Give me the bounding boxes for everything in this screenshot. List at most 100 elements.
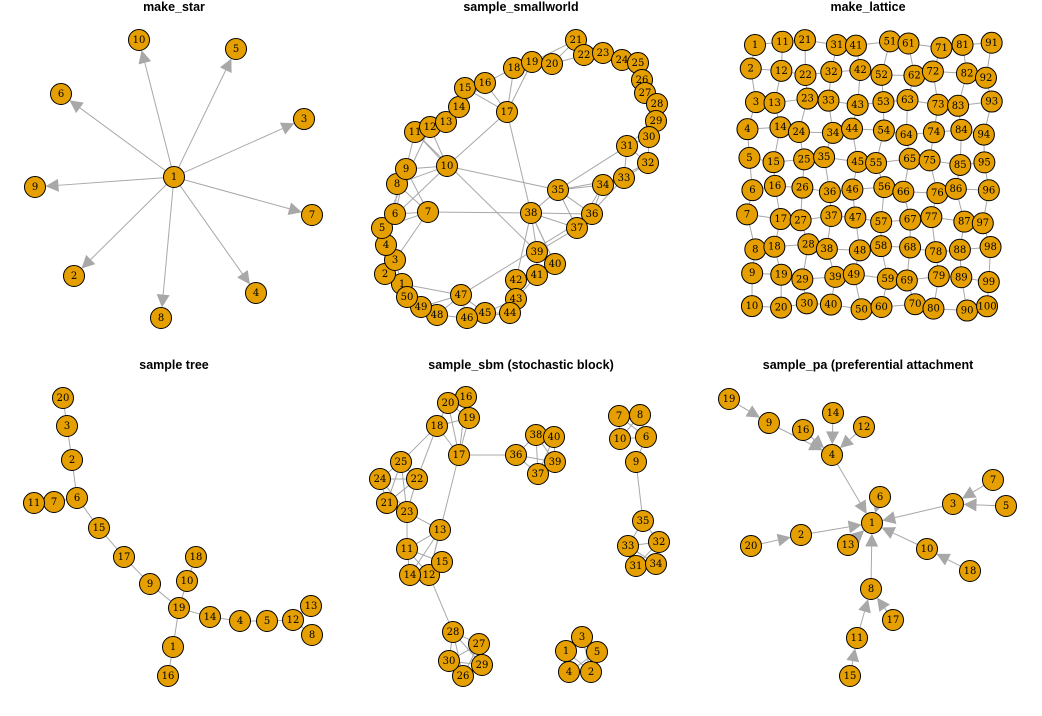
graph-node: 54 [872, 119, 895, 142]
graph-node: 38 [520, 202, 542, 224]
node-circle [113, 546, 135, 568]
node-label: 41 [850, 41, 863, 52]
graph-node: 13 [837, 534, 859, 556]
graph-node: 32 [637, 152, 659, 174]
graph-node: 9 [625, 451, 647, 473]
node-label: 58 [875, 241, 888, 252]
node-circle [896, 88, 919, 111]
edge [58, 177, 164, 186]
node-label: 92 [980, 73, 993, 84]
edge [461, 428, 467, 445]
node-label: 2 [588, 667, 594, 678]
edge [459, 639, 476, 658]
edge [865, 218, 871, 221]
graph-node: 12 [282, 609, 304, 631]
node-circle [944, 177, 967, 200]
node-label: 14 [204, 612, 217, 623]
edge [566, 195, 584, 209]
node-label: 23 [597, 48, 610, 59]
node-circle [736, 118, 759, 141]
node-label: 20 [546, 59, 559, 70]
node-circle [950, 118, 973, 141]
graph-node: 1 [163, 166, 185, 188]
edge [181, 590, 185, 599]
edge [987, 53, 991, 68]
node-label: 71 [935, 43, 948, 54]
graph-node: 19 [521, 51, 543, 73]
graph-node: 80 [922, 297, 945, 320]
edge [566, 151, 619, 185]
graph-node: 3 [571, 626, 593, 648]
edge [987, 87, 990, 92]
edge [829, 82, 831, 91]
graph-node: 30 [438, 650, 460, 672]
graph-node: 22 [573, 44, 595, 66]
arrowhead [847, 520, 862, 534]
node-label: 4 [237, 616, 243, 627]
edge [883, 288, 887, 297]
node-label: 6 [58, 89, 64, 100]
edge [913, 191, 927, 194]
node-circle [426, 415, 448, 437]
graph-node: 8 [150, 307, 172, 329]
graph-node: 9 [24, 176, 46, 198]
node-label: 37 [571, 223, 584, 234]
node-circle [471, 654, 493, 676]
node-label: 4 [744, 124, 750, 135]
graph-node: 76 [926, 182, 949, 205]
edge [626, 422, 634, 432]
graph-node: 2 [61, 449, 83, 471]
graph-node: 16 [157, 665, 179, 687]
graph-node: 10 [609, 428, 631, 450]
edge [815, 72, 821, 75]
node-circle [625, 451, 647, 473]
graph-node: 94 [972, 123, 995, 146]
node-circle [916, 538, 938, 560]
node-label: 57 [875, 217, 888, 228]
edge [988, 257, 991, 272]
node-label: 66 [897, 187, 910, 198]
node-circle [895, 269, 918, 292]
panel-title-make-lattice: make_lattice [830, 0, 905, 14]
node-label: 44 [504, 308, 517, 319]
graph-node: 50 [396, 286, 418, 308]
graph-node: 82 [955, 62, 978, 85]
graph-node: 18 [426, 415, 448, 437]
edge [220, 617, 230, 621]
node-circle [23, 492, 45, 514]
edge [421, 139, 441, 159]
arrowhead [962, 486, 977, 499]
arrowhead [839, 434, 854, 449]
edge [562, 199, 573, 219]
arrowhead [826, 431, 840, 445]
node-circle [371, 217, 393, 239]
node-circle [795, 292, 818, 315]
graph-node: 51 [878, 30, 901, 53]
node-label: 82 [961, 68, 974, 79]
edge [577, 657, 589, 667]
graph-node: 30 [638, 126, 660, 148]
node-label: 7 [990, 475, 996, 486]
edge [473, 92, 499, 108]
graph-node: 87 [953, 210, 976, 233]
graph-node: 7 [417, 201, 439, 223]
graph-node: 71 [930, 36, 953, 59]
node-label: 8 [868, 584, 874, 595]
graph-node: 10 [436, 155, 458, 177]
graph-node: 28 [442, 621, 464, 643]
node-circle [442, 621, 464, 643]
node-circle [924, 241, 947, 264]
node-circle [770, 59, 793, 82]
arrowhead [846, 648, 860, 663]
node-circle [301, 204, 323, 226]
edge [750, 112, 754, 120]
graph-node: 46 [456, 307, 478, 329]
arrowhead [881, 527, 897, 539]
node-label: 10 [133, 35, 146, 46]
graph-node: 42 [849, 59, 872, 82]
node-label: 32 [642, 158, 655, 169]
arrowhead [279, 122, 295, 135]
node-label: 36 [510, 450, 523, 461]
graph-node: 5 [586, 641, 608, 663]
node-label: 19 [463, 413, 476, 424]
